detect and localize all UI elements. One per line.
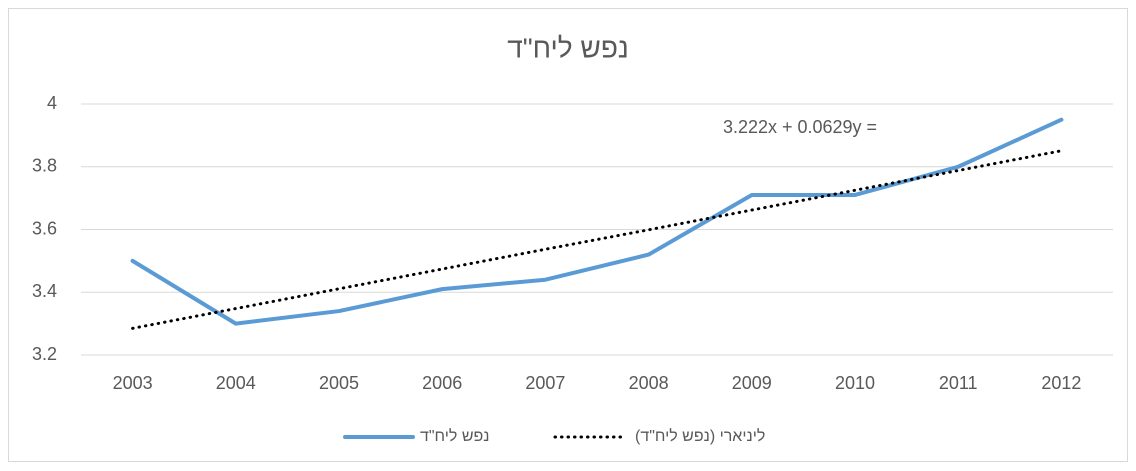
- legend-label: ליניארי (נפש ליח"ד): [635, 427, 765, 445]
- x-tick-label: 2008: [629, 373, 669, 393]
- chart-title: נפש ליח"ד: [507, 32, 629, 63]
- y-tick-label: 4: [47, 93, 57, 113]
- x-tick-label: 2007: [525, 373, 565, 393]
- trendline: [131, 149, 1063, 330]
- x-tick-label: 2009: [732, 373, 772, 393]
- x-tick-label: 2005: [319, 373, 359, 393]
- y-tick-label: 3.6: [32, 218, 57, 238]
- x-tick-label: 2006: [422, 373, 462, 393]
- x-tick-label: 2004: [216, 373, 256, 393]
- trendline-equation: 3.222x + 0.0629y =: [723, 117, 877, 137]
- y-tick-label: 3.4: [32, 281, 57, 301]
- y-tick-label: 3.8: [32, 156, 57, 176]
- legend-label: נפש ליח"ד: [420, 427, 490, 445]
- x-tick-label: 2011: [939, 373, 978, 393]
- x-tick-label: 2010: [835, 373, 875, 393]
- y-tick-label: 3.2: [32, 344, 57, 364]
- x-tick-label: 2012: [1041, 373, 1081, 393]
- x-tick-label: 2003: [113, 373, 153, 393]
- chart-border: [8, 8, 1128, 462]
